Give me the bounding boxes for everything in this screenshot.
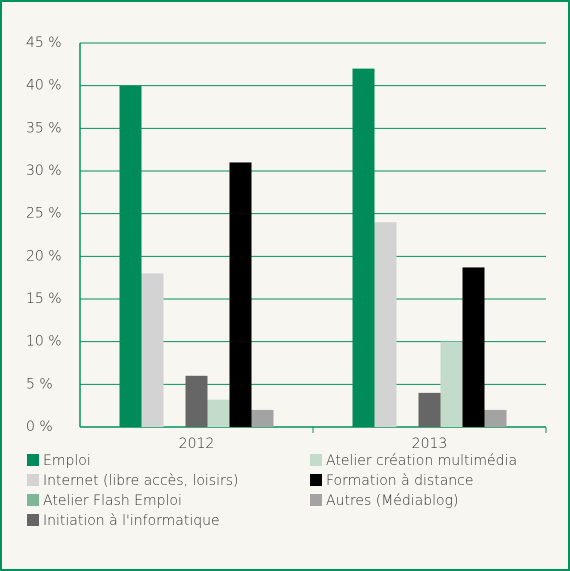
legend-label: Autres (Médiablog)	[326, 493, 458, 509]
x-tick-label: 2012	[179, 436, 215, 452]
y-tick-label: 15 %	[26, 291, 62, 307]
bar	[440, 341, 463, 427]
bar	[207, 399, 230, 427]
bar	[374, 222, 397, 427]
bar	[185, 375, 208, 427]
legend-label: Internet (libre accès, loisirs)	[43, 473, 239, 489]
legend-swatch	[310, 474, 322, 486]
bar	[229, 162, 252, 427]
legend-label: Atelier Flash Emploi	[43, 493, 182, 509]
bar	[119, 85, 142, 428]
legend-label: Initiation à l'informatique	[43, 513, 220, 529]
y-tick-label: 40 %	[26, 78, 62, 94]
bar	[418, 392, 441, 427]
legend-swatch	[27, 514, 39, 526]
y-tick-label: 10 %	[26, 334, 62, 350]
y-tick-label: 5 %	[26, 376, 53, 392]
bar	[352, 68, 375, 427]
x-tick-label: 2013	[412, 436, 448, 452]
bar	[251, 409, 274, 427]
bar	[484, 409, 507, 427]
legend-swatch	[27, 474, 39, 486]
y-tick-label: 45 %	[26, 35, 62, 51]
legend-swatch	[310, 454, 322, 466]
legend-swatch	[27, 494, 39, 506]
bar	[141, 273, 164, 427]
y-tick-label: 25 %	[26, 206, 62, 222]
legend-swatch	[310, 494, 322, 506]
y-tick-label: 20 %	[26, 248, 62, 264]
legend-label: Emploi	[43, 453, 91, 469]
y-tick-label: 0 %	[26, 419, 53, 435]
legend-label: Atelier création multimédia	[326, 453, 517, 469]
legend-swatch	[27, 454, 39, 466]
y-tick-label: 35 %	[26, 120, 62, 136]
legend-label: Formation à distance	[326, 473, 473, 489]
y-tick-label: 30 %	[26, 163, 62, 179]
bar	[462, 267, 485, 427]
